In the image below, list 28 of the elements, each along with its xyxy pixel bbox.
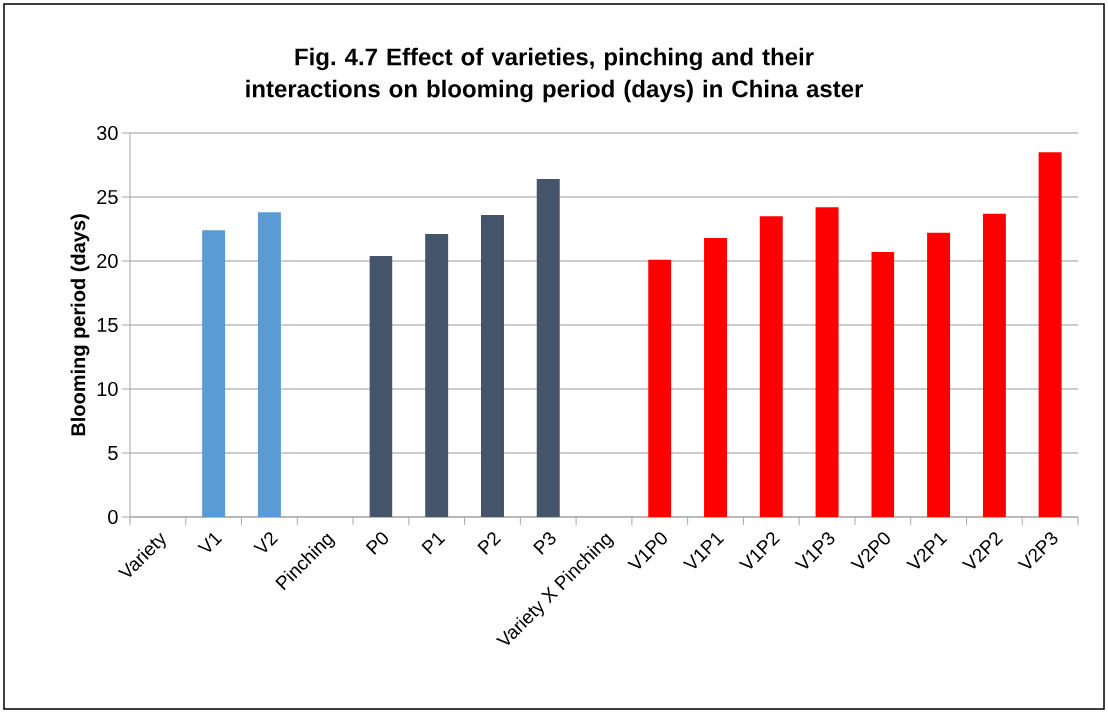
bar: [202, 230, 226, 517]
y-axis-title: Blooming period (days): [70, 214, 90, 436]
bar: [480, 214, 504, 517]
bar: [425, 234, 449, 517]
bar: [1038, 152, 1062, 517]
x-tick-label: P1: [421, 532, 446, 555]
chart-title: Fig. 4.7 Effect of varieties, pinching and their interactions on blooming period (days) in China aster: [246, 47, 864, 103]
bar: [927, 232, 951, 517]
bar: [257, 212, 281, 517]
x-tick-label: P3: [533, 532, 556, 555]
bar: [648, 259, 672, 517]
y-tick-label: 5: [108, 446, 118, 460]
bar: [982, 213, 1006, 517]
bar: [369, 255, 393, 517]
bar: [871, 252, 895, 517]
y-tick-label: 25: [97, 189, 118, 205]
y-tick-label: 0: [108, 509, 118, 525]
x-tick-label: P0: [365, 532, 388, 555]
y-tick-label: 20: [97, 253, 118, 269]
y-tick-label: 30: [96, 125, 118, 141]
x-tick-label: P2: [477, 532, 502, 555]
bar: [704, 237, 728, 517]
bar: [536, 179, 560, 517]
bar: [759, 216, 783, 517]
x-tick-label: V1: [197, 532, 223, 552]
y-tick-label: 10: [97, 381, 118, 397]
y-tick-label: 15: [97, 318, 118, 332]
bar: [815, 207, 839, 517]
